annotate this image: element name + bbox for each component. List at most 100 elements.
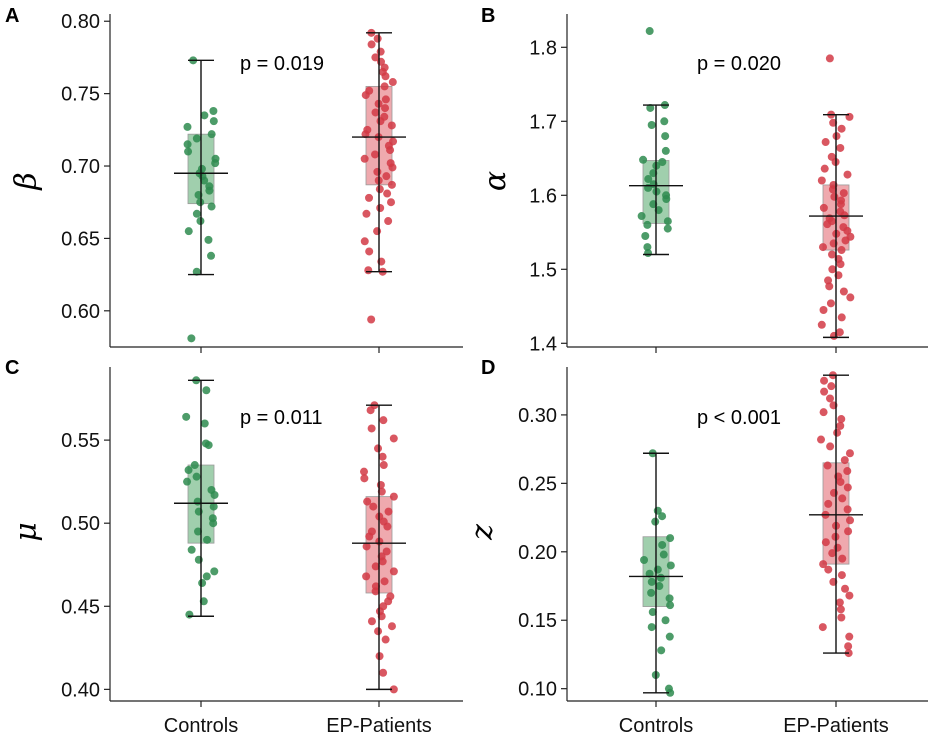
data-point (637, 212, 646, 221)
data-point (387, 198, 396, 207)
x-tick-label-controls: Controls (619, 715, 693, 737)
y-tick-label: 0.55 (61, 430, 100, 452)
panel-letter: B (481, 5, 495, 27)
y-tick-label: 0.15 (518, 610, 557, 632)
data-point (375, 185, 384, 194)
panel-c: C μ p = 0.011 0.40 0.45 0.50 0.55 Contro… (5, 357, 463, 737)
data-point (200, 176, 209, 185)
data-point (661, 132, 670, 141)
data-point (362, 542, 371, 551)
y-tick-labels: 0.10 0.15 0.20 0.25 0.30 (518, 405, 557, 701)
y-tick-labels: 1.4 1.5 1.6 1.7 1.8 (529, 37, 557, 355)
data-point (844, 642, 853, 651)
data-point (663, 224, 672, 233)
data-point (820, 376, 829, 385)
data-point (640, 556, 649, 565)
data-point (666, 688, 675, 697)
data-point (383, 522, 392, 531)
data-point (824, 276, 833, 285)
data-point (825, 54, 834, 63)
data-point (639, 155, 648, 164)
data-point (360, 467, 369, 476)
panel-b: B α p = 0.020 1.4 1.5 1.6 1.7 1.8 (478, 5, 928, 355)
data-point (183, 122, 192, 131)
data-point (203, 535, 212, 544)
data-point (646, 103, 655, 112)
data-point (384, 597, 393, 606)
data-point (389, 567, 398, 576)
data-point (371, 562, 380, 571)
data-point (199, 597, 208, 606)
data-point (363, 497, 372, 506)
data-point (829, 118, 838, 127)
data-point (846, 516, 855, 525)
data-point (819, 306, 828, 314)
data-point (207, 202, 216, 211)
data-point (374, 627, 383, 636)
data-point (377, 487, 386, 496)
data-point (387, 121, 396, 130)
data-point (840, 456, 849, 465)
data-point (365, 247, 374, 256)
data-point (210, 567, 219, 576)
data-point (371, 53, 380, 62)
data-point (662, 195, 671, 203)
data-point (843, 505, 852, 514)
data-point (192, 472, 201, 481)
data-point (200, 419, 209, 428)
data-point (644, 175, 653, 184)
data-point (360, 474, 369, 483)
data-point (187, 334, 196, 343)
data-point (184, 227, 193, 236)
data-point (828, 265, 837, 274)
data-point (647, 588, 656, 597)
data-point (360, 154, 369, 163)
data-point (835, 598, 844, 607)
data-point (658, 512, 667, 521)
y-tick-label: 0.65 (61, 228, 100, 250)
data-point (843, 483, 852, 492)
y-tick-label: 1.4 (529, 333, 557, 355)
data-point (653, 565, 662, 574)
y-tick-label: 0.40 (61, 679, 100, 701)
data-point (196, 198, 205, 207)
y-tick-label: 1.6 (529, 185, 557, 207)
y-tick-labels: 0.40 0.45 0.50 0.55 (61, 430, 100, 701)
data-point (373, 34, 382, 43)
data-point (381, 635, 390, 644)
data-point (824, 565, 833, 574)
data-point (211, 159, 220, 168)
y-tick-label: 0.10 (518, 679, 557, 701)
data-point (210, 490, 219, 499)
data-point (388, 78, 397, 87)
y-tick-label: 0.75 (61, 84, 100, 106)
data-point (207, 251, 216, 260)
data-point (666, 534, 675, 543)
data-point (651, 517, 660, 526)
data-point (829, 488, 838, 497)
panel-a: A β p = 0.019 0.60 0.65 0.70 0.75 0.80 (5, 5, 463, 353)
data-point (379, 668, 388, 677)
data-point (198, 579, 207, 588)
data-point (837, 415, 846, 424)
data-point (845, 591, 854, 600)
data-point (362, 572, 371, 581)
data-point (819, 408, 828, 417)
p-value-annotation: p = 0.019 (240, 53, 324, 75)
data-point (836, 200, 845, 209)
data-point (823, 461, 832, 470)
data-point (381, 104, 390, 113)
data-point (376, 117, 385, 126)
data-point (371, 108, 380, 117)
panel-letter: C (5, 357, 19, 379)
data-point (817, 320, 826, 329)
data-point (192, 134, 201, 143)
data-point (389, 434, 398, 443)
data-point (367, 315, 376, 324)
data-point (645, 27, 654, 36)
data-point (382, 547, 391, 556)
y-tick-label: 0.80 (61, 11, 100, 33)
data-point (819, 203, 828, 212)
data-point (661, 616, 670, 625)
